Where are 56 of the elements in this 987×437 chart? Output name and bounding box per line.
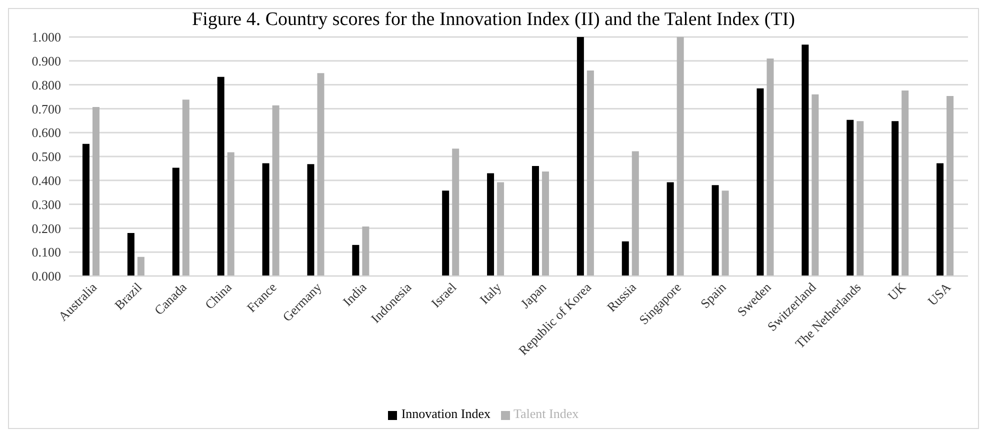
bar bbox=[227, 152, 234, 276]
bar bbox=[756, 88, 764, 276]
bar bbox=[307, 164, 314, 276]
x-tick-label: India bbox=[340, 279, 370, 310]
y-tick-label: 0.200 bbox=[32, 220, 61, 236]
bar bbox=[262, 163, 270, 276]
bar bbox=[352, 244, 360, 276]
y-tick-label: 0.400 bbox=[32, 173, 61, 188]
x-tick-label: Italy bbox=[476, 279, 504, 307]
y-tick-label: 0.700 bbox=[32, 101, 61, 116]
bar bbox=[722, 190, 729, 276]
bar bbox=[936, 163, 944, 276]
bar bbox=[127, 232, 134, 276]
bar bbox=[137, 256, 144, 276]
bar bbox=[802, 44, 809, 276]
x-tick-label: USA bbox=[924, 279, 954, 309]
bar bbox=[217, 76, 224, 276]
bar bbox=[946, 96, 954, 276]
bar bbox=[272, 105, 280, 276]
bar bbox=[576, 37, 584, 276]
bar bbox=[317, 73, 324, 276]
bar bbox=[622, 241, 629, 276]
y-tick-label: 0.000 bbox=[32, 268, 61, 284]
y-tick-label: 0.300 bbox=[32, 196, 61, 212]
x-tick-label: UK bbox=[884, 279, 910, 304]
y-tick-label: 0.800 bbox=[32, 77, 61, 92]
y-tick-label: 0.100 bbox=[32, 244, 61, 260]
legend-label: Innovation Index bbox=[401, 406, 490, 421]
y-tick-label: 0.500 bbox=[32, 149, 61, 164]
bar bbox=[712, 185, 719, 276]
bar bbox=[666, 182, 674, 276]
bar bbox=[542, 172, 549, 276]
bar bbox=[497, 182, 504, 276]
bar bbox=[586, 70, 594, 276]
y-tick-label: 0.600 bbox=[32, 125, 61, 140]
bar bbox=[532, 166, 539, 276]
bar bbox=[812, 94, 819, 276]
bar bbox=[766, 58, 774, 276]
bar bbox=[182, 100, 190, 276]
legend-label: Talent Index bbox=[514, 406, 579, 421]
bar bbox=[846, 120, 854, 276]
chart-title: Figure 4. Country scores for the Innovation Index (II) and the Talent Index (TI) bbox=[191, 9, 796, 31]
bar bbox=[452, 148, 460, 276]
y-tick-label: 1.000 bbox=[32, 30, 61, 45]
bar bbox=[892, 121, 899, 276]
bar bbox=[902, 90, 909, 276]
bar bbox=[82, 144, 90, 276]
bar bbox=[487, 173, 494, 276]
bar bbox=[632, 151, 639, 276]
bar bbox=[856, 121, 864, 276]
bar bbox=[442, 190, 450, 276]
bar bbox=[676, 37, 684, 276]
y-tick-label: 0.900 bbox=[32, 54, 61, 69]
bar bbox=[362, 226, 370, 276]
bar bbox=[172, 168, 180, 276]
bar bbox=[92, 107, 100, 276]
